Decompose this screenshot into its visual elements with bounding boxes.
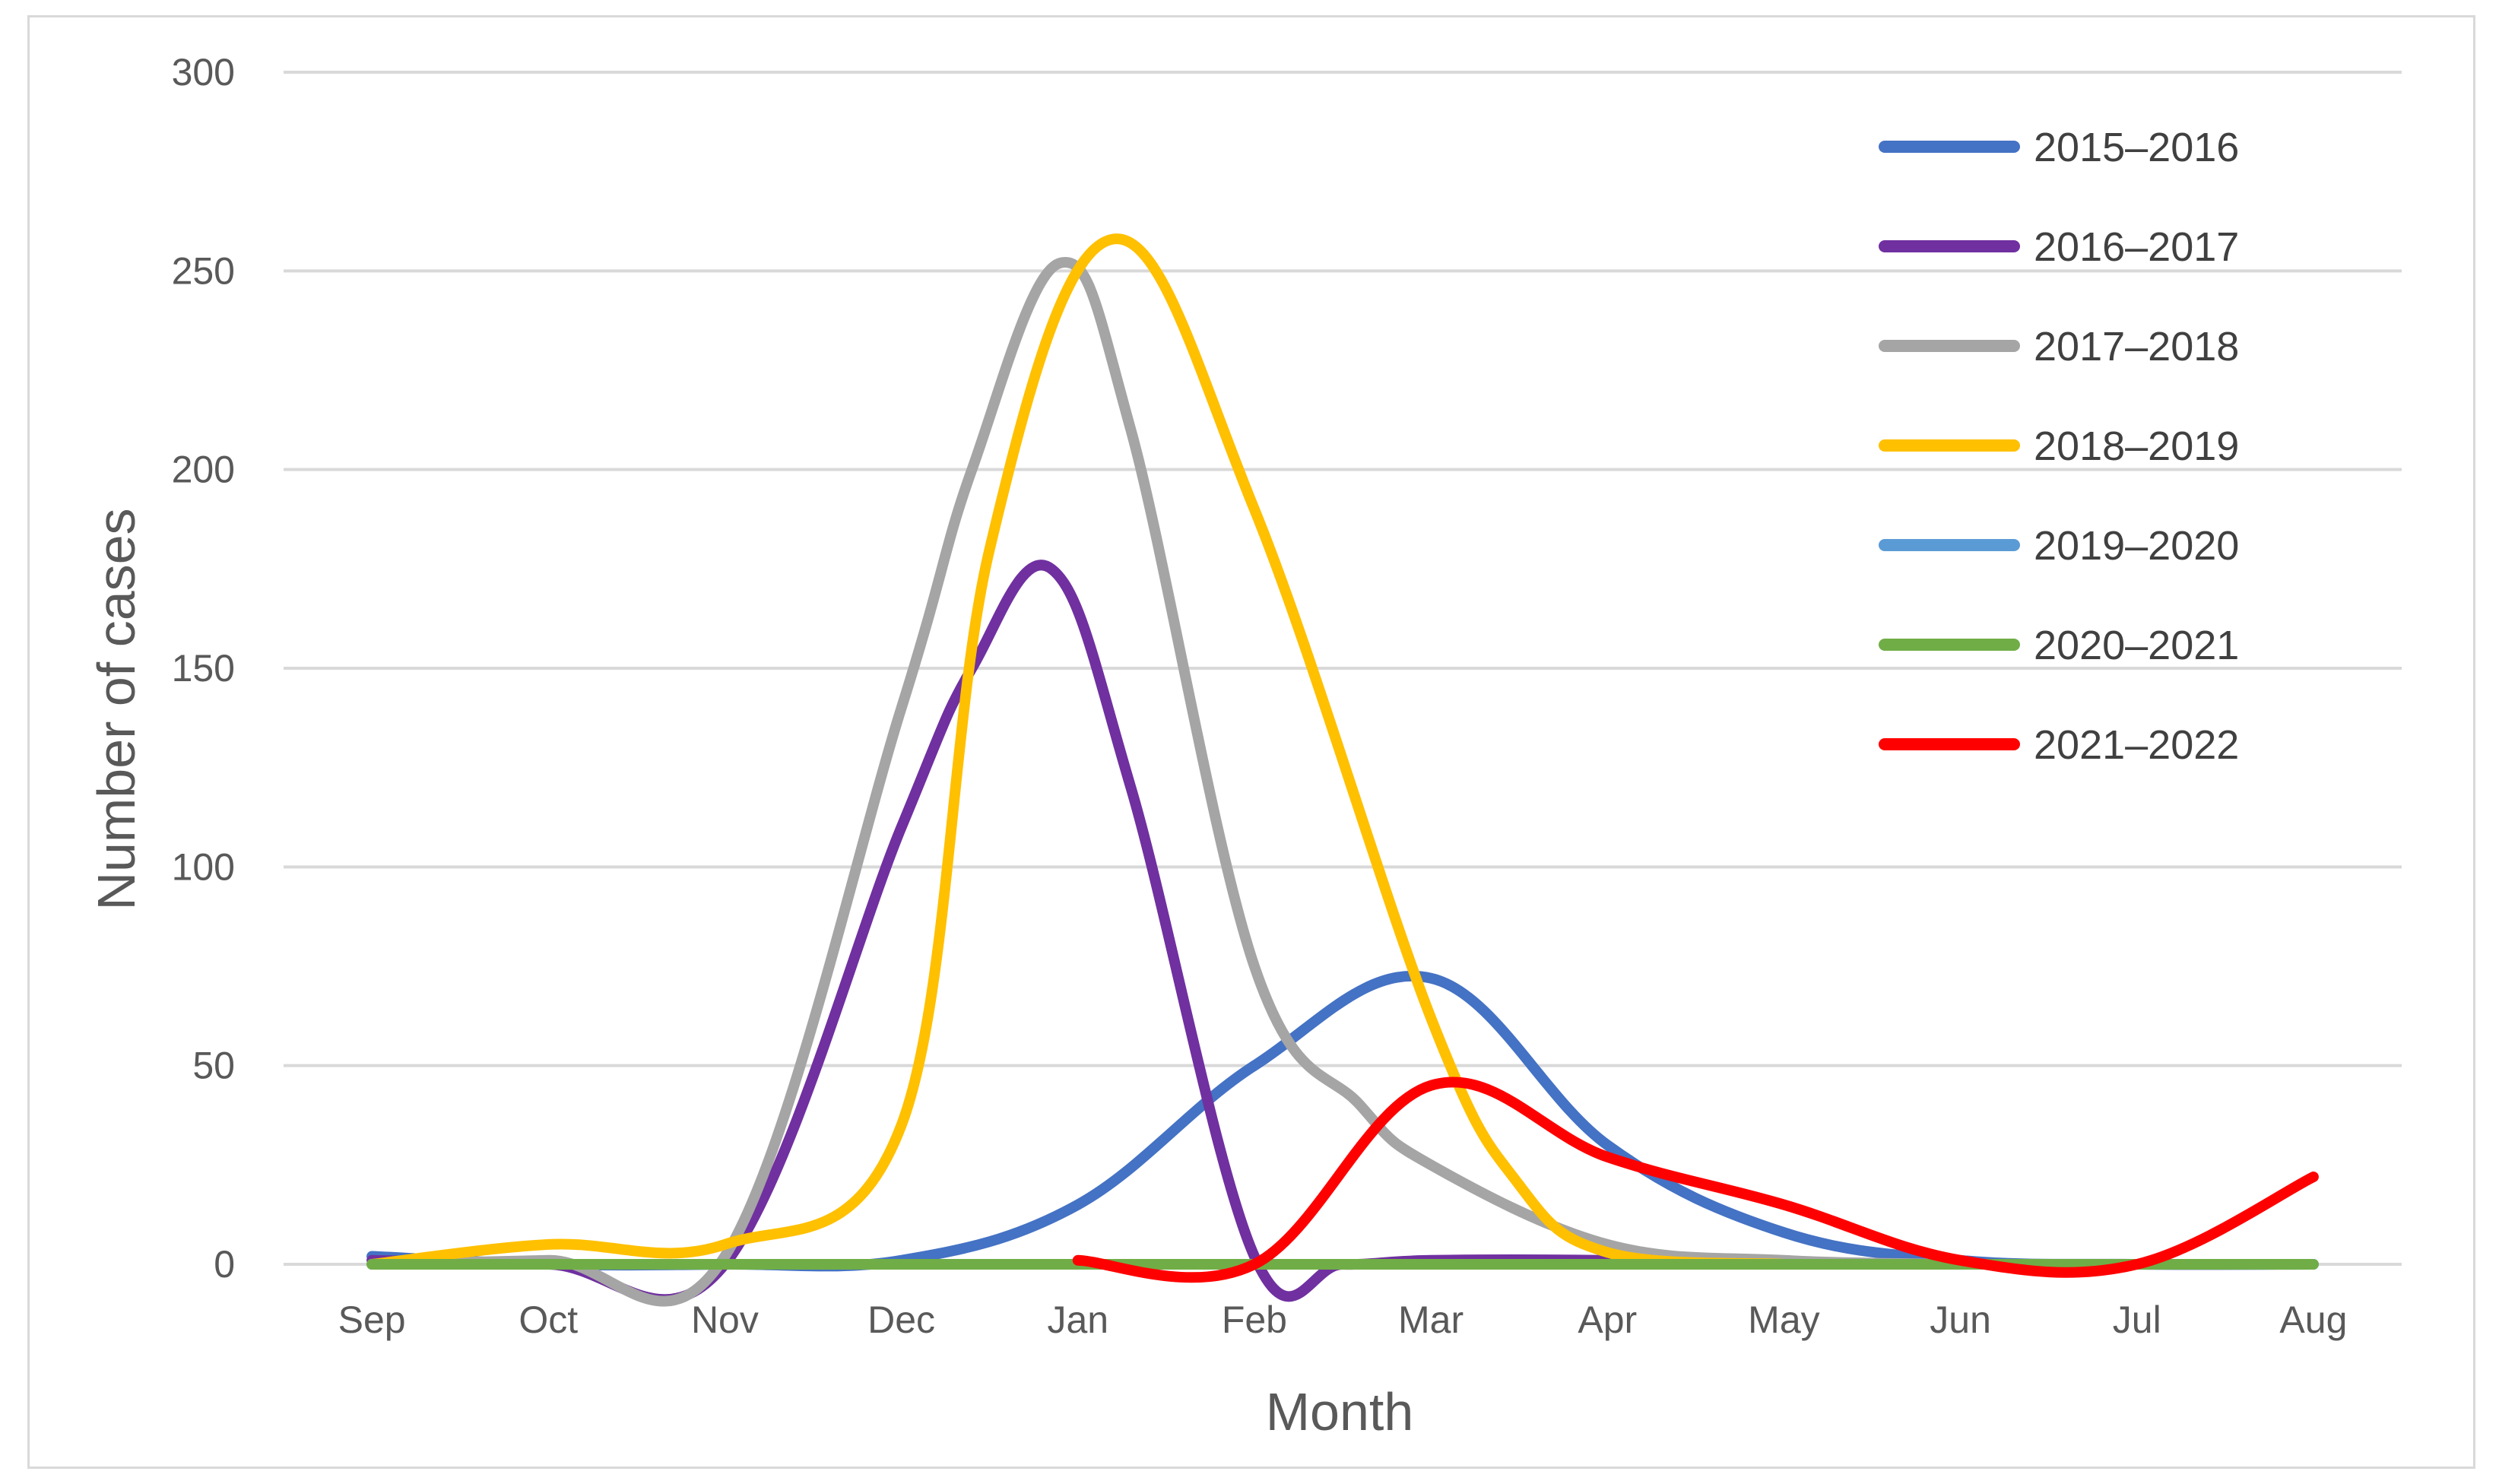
x-tick-label: May bbox=[1748, 1298, 1819, 1341]
series-lines bbox=[366, 233, 2319, 1307]
y-axis-title: Number of cases bbox=[87, 508, 146, 910]
legend-label: 2018–2019 bbox=[2034, 423, 2239, 469]
y-tick-label: 100 bbox=[172, 845, 235, 888]
legend-label: 2019–2020 bbox=[2034, 523, 2239, 569]
gridlines bbox=[284, 71, 2402, 1266]
x-tick-label: Mar bbox=[1398, 1298, 1464, 1341]
x-tick-label: Nov bbox=[691, 1298, 759, 1341]
series-line-2015-2016 bbox=[366, 970, 2319, 1272]
y-tick-label: 200 bbox=[172, 449, 235, 491]
y-tick-label: 250 bbox=[172, 249, 235, 292]
legend-label: 2020–2021 bbox=[2034, 623, 2239, 668]
x-tick-label: Sep bbox=[338, 1298, 406, 1341]
x-tick-label: Dec bbox=[867, 1298, 935, 1341]
x-tick-label: Feb bbox=[1222, 1298, 1287, 1341]
series-line-2018-2019 bbox=[366, 233, 1790, 1270]
legend-label: 2016–2017 bbox=[2034, 224, 2239, 270]
x-axis-ticks: Sep Oct Nov Dec Jan Feb Mar Apr May Jun Jul Aug bbox=[338, 1298, 2348, 1341]
x-tick-label: Jun bbox=[1930, 1298, 1991, 1341]
series-line-2017-2018 bbox=[366, 257, 1966, 1307]
y-axis-ticks: 0 50 100 150 200 250 300 bbox=[172, 51, 235, 1286]
x-tick-label: Jan bbox=[1047, 1298, 1108, 1341]
series-line-2016-2017 bbox=[366, 560, 1790, 1305]
series-line-2021-2022 bbox=[1072, 1077, 2319, 1283]
y-tick-label: 300 bbox=[172, 51, 235, 94]
chart-frame: 0 50 100 150 200 250 300 Sep Oct Nov Dec Jan Feb Mar… bbox=[27, 15, 2475, 1469]
y-tick-label: 150 bbox=[172, 647, 235, 690]
x-tick-label: Aug bbox=[2279, 1298, 2347, 1341]
x-axis-title: Month bbox=[1266, 1382, 1414, 1441]
legend-label: 2017–2018 bbox=[2034, 324, 2239, 369]
x-tick-label: Oct bbox=[519, 1298, 578, 1341]
y-tick-label: 0 bbox=[214, 1243, 235, 1286]
x-tick-label: Apr bbox=[1578, 1298, 1637, 1341]
legend-label: 2015–2016 bbox=[2034, 125, 2239, 170]
x-tick-label: Jul bbox=[2113, 1298, 2161, 1341]
y-tick-label: 50 bbox=[192, 1045, 235, 1087]
line-chart: 0 50 100 150 200 250 300 Sep Oct Nov Dec Jan Feb Mar… bbox=[87, 51, 2402, 1441]
legend-label: 2021–2022 bbox=[2034, 722, 2239, 768]
legend: 2015–2016 2016–2017 2017–2018 2018–2019 2019… bbox=[1879, 125, 2239, 768]
